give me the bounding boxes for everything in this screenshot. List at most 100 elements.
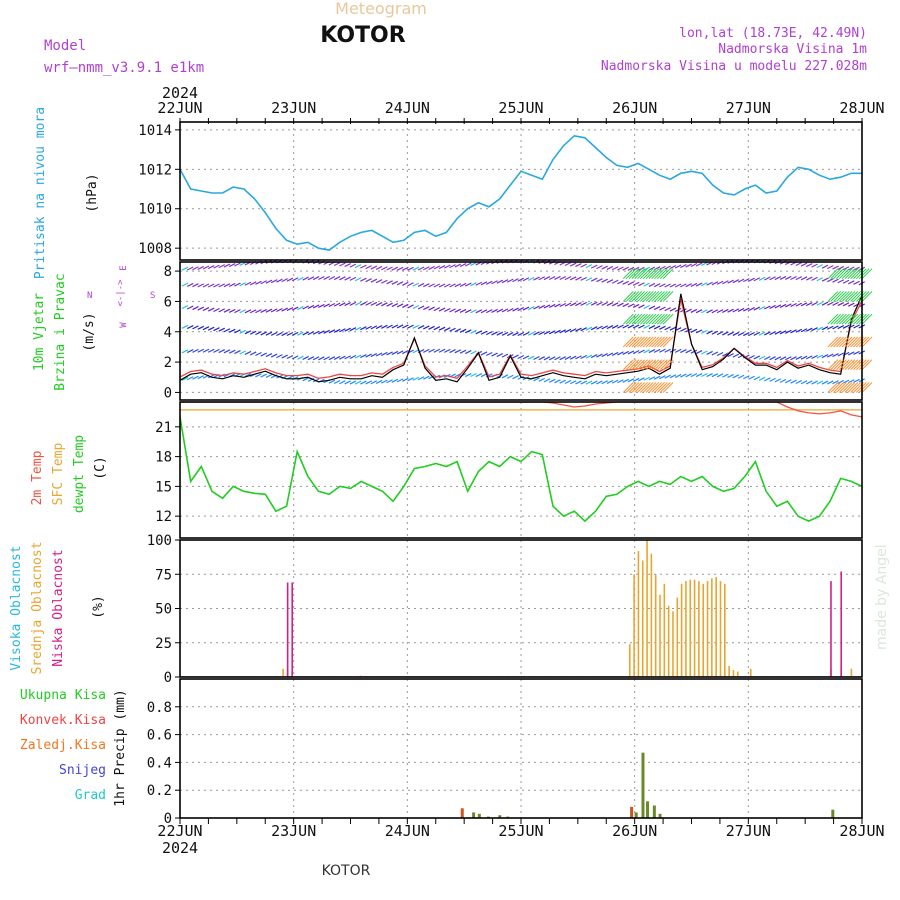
cloud-panel bbox=[180, 540, 862, 677]
precip-bar bbox=[646, 801, 650, 818]
wind-barb bbox=[480, 351, 488, 356]
wind-barb bbox=[821, 354, 829, 359]
wind-arrow bbox=[847, 336, 859, 348]
wind-arrow bbox=[861, 291, 873, 302]
wind-arrow bbox=[841, 359, 853, 371]
wind-barb bbox=[559, 379, 566, 384]
wind-barb bbox=[444, 307, 451, 313]
wind-barb bbox=[470, 261, 477, 266]
wind-arrow bbox=[651, 382, 663, 393]
wind-barb bbox=[286, 307, 294, 312]
wind-barb bbox=[454, 349, 462, 354]
wind-barb bbox=[465, 350, 472, 355]
wind-barb bbox=[853, 378, 860, 383]
wind-barb bbox=[197, 265, 205, 270]
wind-barb bbox=[381, 324, 388, 329]
wind-arrow bbox=[657, 268, 668, 280]
wind-barb bbox=[522, 306, 530, 311]
wind-barb bbox=[580, 380, 587, 385]
wind-barb bbox=[339, 328, 346, 333]
wind-barb bbox=[207, 307, 215, 312]
wind-barb bbox=[244, 281, 252, 286]
wind-barb bbox=[396, 266, 404, 271]
wind-arrow bbox=[651, 359, 663, 371]
wind-barb bbox=[192, 306, 199, 311]
wind-barb bbox=[291, 306, 299, 311]
mid-cloud-bar bbox=[646, 540, 648, 677]
wind-barb bbox=[758, 331, 766, 336]
wind-arrow bbox=[830, 313, 842, 325]
wind-barb bbox=[270, 308, 278, 313]
mid-cloud-bar bbox=[667, 605, 670, 677]
wind-barb bbox=[701, 309, 708, 314]
wind-barb bbox=[638, 377, 645, 382]
coords-label: lon,lat (18.73E, 42.49N) bbox=[679, 26, 867, 41]
wind-barb bbox=[323, 329, 330, 334]
wind-barb bbox=[764, 355, 771, 361]
wind-barb bbox=[769, 304, 776, 309]
wind-barb bbox=[727, 331, 734, 336]
wind-barb bbox=[349, 380, 357, 385]
mid-cloud-bar bbox=[711, 578, 713, 677]
wind-barb bbox=[344, 380, 351, 385]
wind-arrow bbox=[827, 382, 839, 393]
wind-barb bbox=[685, 373, 692, 378]
wind-barb bbox=[816, 301, 824, 306]
wind-barb bbox=[569, 328, 577, 333]
wind-barb bbox=[737, 374, 745, 379]
wind-barb bbox=[737, 331, 745, 337]
wind-barb bbox=[842, 266, 850, 271]
wind-barb bbox=[806, 380, 813, 385]
wind-arrow bbox=[659, 382, 671, 393]
wind-barb bbox=[433, 307, 441, 312]
wind-arrow bbox=[628, 268, 640, 280]
wind-barb bbox=[832, 265, 839, 270]
wind-barb bbox=[218, 283, 225, 288]
wind-barb bbox=[181, 266, 189, 271]
wind-barb bbox=[228, 349, 236, 354]
wind-barb bbox=[722, 308, 729, 313]
pressure-ylabel-2: (hPa) bbox=[85, 173, 100, 212]
wind-barb bbox=[674, 264, 682, 269]
wind-barb bbox=[617, 379, 624, 384]
wind-barb bbox=[449, 283, 456, 288]
x-tick-label-top: 23JUN bbox=[271, 99, 316, 117]
wind-barb bbox=[533, 305, 540, 310]
wind-barb bbox=[575, 276, 582, 281]
wind-barb bbox=[197, 325, 205, 330]
wind-arrow bbox=[631, 382, 643, 393]
wind-barb bbox=[743, 278, 750, 283]
wind-barb bbox=[664, 326, 671, 331]
wind-barb bbox=[795, 355, 803, 360]
wind-arrow bbox=[642, 291, 654, 302]
wind-barb bbox=[491, 280, 498, 285]
wind-barb bbox=[569, 302, 577, 307]
wind-barb bbox=[795, 302, 803, 307]
wind-barb bbox=[318, 330, 325, 335]
wind-barb bbox=[333, 302, 341, 307]
wind-ylabel-2: Brzina i Pravac bbox=[53, 273, 68, 390]
wind-arrow bbox=[637, 359, 648, 371]
wind-barb bbox=[764, 305, 771, 310]
wind-barb bbox=[360, 301, 367, 306]
wind-barb bbox=[596, 325, 603, 330]
wind-barb bbox=[433, 348, 441, 353]
wind-barb bbox=[527, 331, 535, 336]
wind-barb bbox=[643, 349, 650, 354]
wind-barb bbox=[202, 307, 210, 312]
wind-barb bbox=[265, 353, 273, 358]
wind-barb bbox=[496, 331, 504, 336]
wind-barb bbox=[428, 283, 435, 288]
wind-barb bbox=[470, 350, 477, 355]
wind-barb bbox=[554, 379, 561, 384]
wind-barb bbox=[653, 306, 661, 311]
wind-barb bbox=[559, 329, 566, 334]
x-tick-label-top: 25JUN bbox=[498, 99, 543, 117]
dewpoint-line bbox=[179, 416, 863, 523]
wind-barb bbox=[501, 353, 509, 358]
wind-barb bbox=[606, 352, 614, 357]
wind-barb bbox=[764, 331, 771, 336]
wind-barb bbox=[753, 376, 761, 381]
wind-arrow bbox=[844, 359, 856, 371]
wind-arrow bbox=[830, 359, 842, 371]
